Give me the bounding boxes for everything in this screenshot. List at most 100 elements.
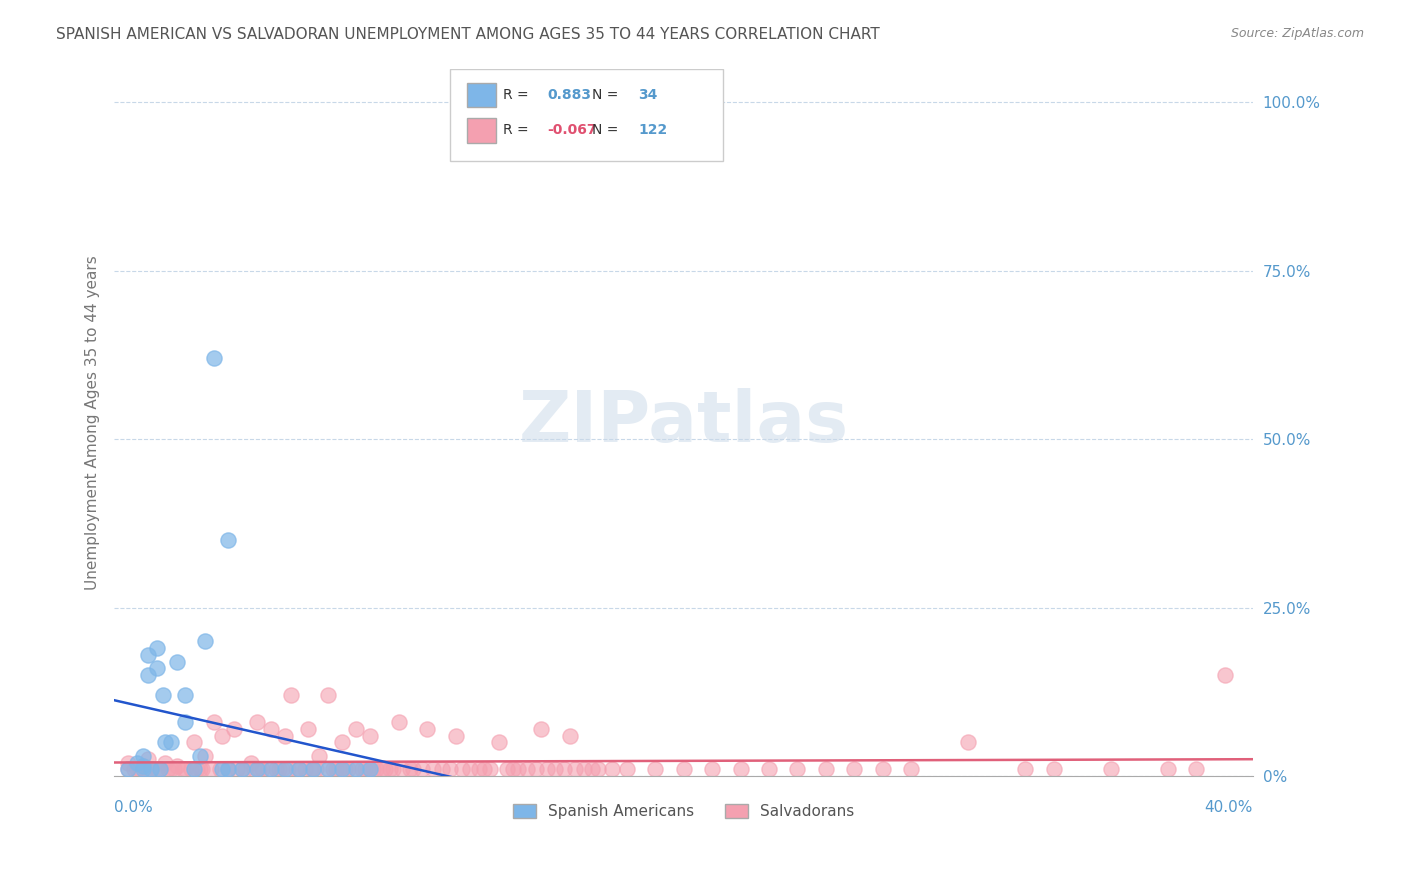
Point (245, 715, 267, 730)
Point (488, 735, 510, 749)
Point (380, 763, 402, 777)
Point (141, 763, 163, 777)
Point (374, 763, 396, 777)
Point (344, 722, 367, 736)
Point (330, 763, 353, 777)
Point (616, 763, 638, 777)
Point (502, 763, 524, 777)
Point (188, 748, 211, 763)
Text: R =: R = (502, 87, 529, 102)
Text: R =: R = (502, 123, 529, 137)
Point (553, 763, 575, 777)
Point (202, 715, 225, 730)
Point (157, 763, 180, 777)
Point (128, 763, 150, 777)
Point (524, 763, 547, 777)
Point (149, 763, 172, 777)
Point (439, 763, 461, 777)
Point (581, 763, 603, 777)
Point (325, 763, 347, 777)
Point (285, 763, 308, 777)
Point (458, 763, 481, 777)
Point (172, 763, 194, 777)
Point (328, 763, 350, 777)
Point (472, 763, 495, 777)
FancyBboxPatch shape (467, 118, 496, 143)
Point (245, 763, 267, 777)
Point (257, 763, 280, 777)
Point (602, 763, 624, 777)
Point (131, 748, 153, 763)
Point (382, 763, 405, 777)
Point (758, 763, 780, 777)
Text: 0.0%: 0.0% (114, 799, 153, 814)
Point (260, 763, 283, 777)
Point (430, 763, 453, 777)
Point (444, 729, 467, 743)
Point (146, 641, 169, 656)
Point (814, 763, 837, 777)
Point (194, 634, 217, 648)
Point (280, 688, 302, 702)
Point (117, 763, 139, 777)
Text: 122: 122 (638, 123, 668, 137)
Point (155, 756, 177, 770)
Point (344, 763, 367, 777)
Point (564, 763, 586, 777)
Point (330, 735, 353, 749)
Point (422, 763, 444, 777)
Point (194, 748, 217, 763)
Point (1185, 763, 1208, 777)
Legend: Spanish Americans, Salvadorans: Spanish Americans, Salvadorans (508, 797, 860, 825)
Point (478, 763, 501, 777)
Point (183, 735, 205, 749)
Point (125, 763, 148, 777)
Text: Source: ZipAtlas.com: Source: ZipAtlas.com (1230, 27, 1364, 40)
Point (274, 729, 297, 743)
Point (536, 763, 558, 777)
Point (152, 688, 174, 702)
Text: SPANISH AMERICAN VS SALVADORAN UNEMPLOYMENT AMONG AGES 35 TO 44 YEARS CORRELATIO: SPANISH AMERICAN VS SALVADORAN UNEMPLOYM… (56, 27, 880, 42)
Point (225, 763, 247, 777)
Point (342, 763, 364, 777)
Text: N =: N = (592, 87, 619, 102)
Point (217, 763, 239, 777)
Point (391, 763, 413, 777)
Point (844, 763, 866, 777)
Text: ZIPatlas: ZIPatlas (519, 388, 849, 457)
Point (186, 763, 208, 777)
Point (336, 763, 359, 777)
Point (183, 763, 205, 777)
Point (288, 763, 311, 777)
Point (239, 756, 262, 770)
Point (160, 735, 183, 749)
Point (134, 763, 156, 777)
Point (117, 763, 139, 777)
Point (266, 763, 288, 777)
Point (416, 722, 439, 736)
Point (1042, 763, 1064, 777)
Point (872, 763, 894, 777)
Point (957, 735, 980, 749)
Point (558, 729, 581, 743)
Point (174, 715, 197, 730)
Point (211, 763, 233, 777)
Point (146, 763, 169, 777)
Point (211, 729, 233, 743)
Point (508, 763, 530, 777)
Point (155, 735, 177, 749)
Text: -0.067: -0.067 (547, 123, 596, 137)
Y-axis label: Unemployment Among Ages 35 to 44 years: Unemployment Among Ages 35 to 44 years (86, 255, 100, 590)
Point (233, 763, 256, 777)
Point (141, 763, 163, 777)
Point (467, 763, 489, 777)
Point (450, 763, 472, 777)
Point (271, 763, 294, 777)
Point (353, 763, 375, 777)
Point (125, 756, 148, 770)
Point (644, 763, 666, 777)
Point (174, 688, 197, 702)
Point (402, 763, 425, 777)
Point (496, 763, 519, 777)
Point (160, 763, 183, 777)
